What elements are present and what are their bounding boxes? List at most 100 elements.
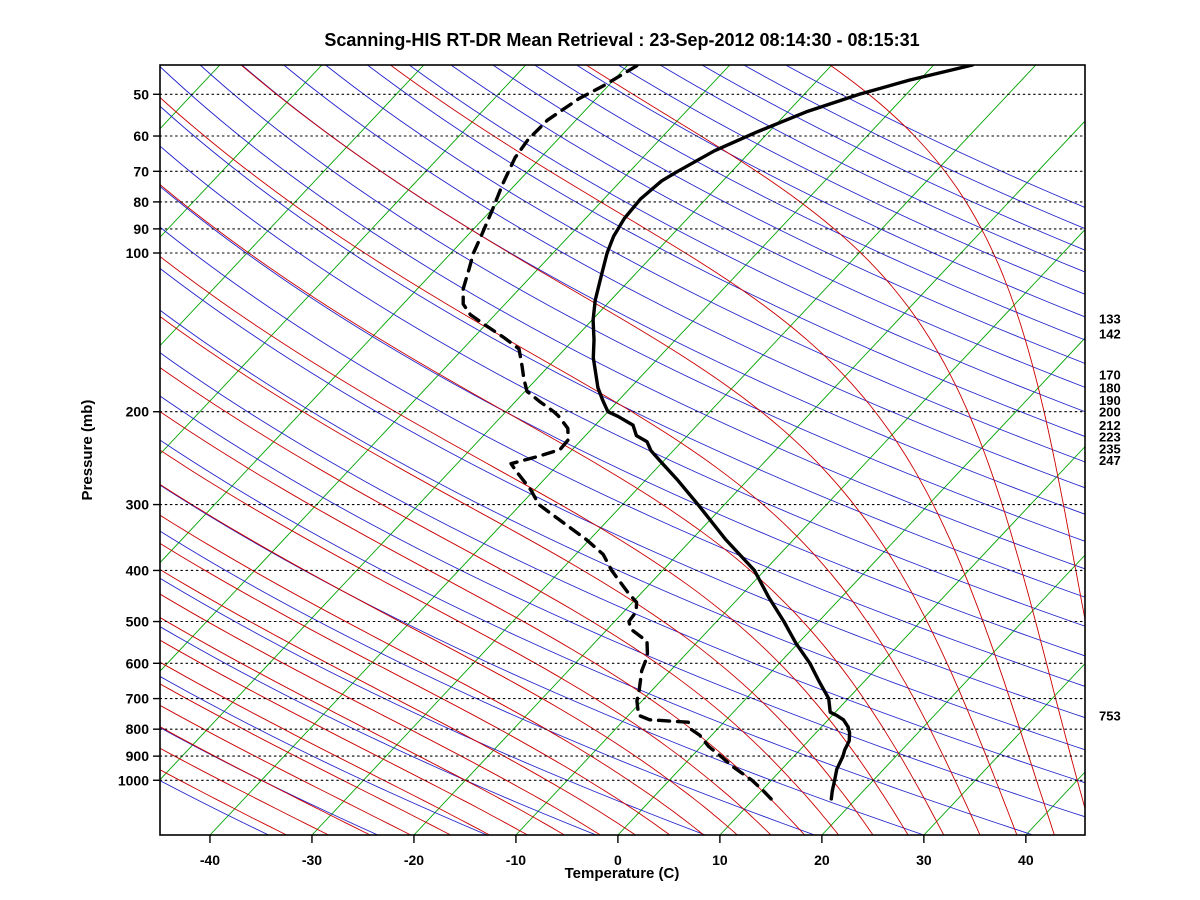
- moist-adiabat-line: [585, 65, 1085, 810]
- dry-adiabat-line: [160, 65, 1085, 570]
- plot-frame: [159, 64, 1086, 836]
- pressure-tick-label: 70: [133, 163, 149, 179]
- temperature-tick-label: 30: [916, 852, 932, 868]
- chart-title: Scanning-HIS RT-DR Mean Retrieval : 23-S…: [324, 30, 919, 50]
- temperature-tick-label: 20: [814, 852, 830, 868]
- dry-adiabat-line: [160, 226, 1085, 687]
- dry-adiabat-line: [701, 65, 1085, 251]
- pressure-level-label: 753: [1099, 708, 1121, 723]
- pressure-tick-label: 400: [126, 562, 150, 578]
- pressure-tick-label: 500: [126, 614, 150, 630]
- moist-adiabat-line: [160, 184, 945, 835]
- temperature-tick-label: 10: [712, 852, 728, 868]
- pressure-tick-labels: 50 60 70 80 90 100 200 300 400 500 600 700 800 900 100…: [118, 86, 160, 788]
- pressure-tick-label: 800: [126, 721, 150, 737]
- dry-adiabat-line: [160, 309, 1085, 751]
- isotherm-line: [923, 662, 1085, 835]
- moist-adiabat-line: [160, 449, 772, 835]
- moist-adiabat-line: [160, 367, 840, 835]
- isotherm-line: [209, 65, 935, 835]
- temperature-tick-label: -30: [302, 852, 322, 868]
- isobar-gridlines: [160, 93, 1085, 781]
- pressure-tick-label: 900: [126, 748, 150, 764]
- moist-adiabat-line: [160, 683, 452, 835]
- dry-adiabat-line: [408, 65, 1085, 413]
- pressure-level-label: 133: [1099, 311, 1121, 326]
- pressure-tick-label: 200: [126, 404, 150, 420]
- pressure-tick-label: 700: [126, 691, 150, 707]
- moist-adiabat-line: [160, 661, 491, 835]
- moist-adiabat-lines: [160, 65, 1085, 835]
- isotherm-line: [311, 65, 1037, 835]
- moist-adiabat-line: [160, 542, 671, 835]
- isotherm-line: [617, 337, 1085, 835]
- isotherm-line: [821, 554, 1085, 835]
- dry-adiabat-line: [160, 530, 816, 835]
- dry-adiabat-line: [160, 484, 925, 835]
- moist-adiabat-line: [160, 255, 909, 835]
- pressure-tick-label: 60: [133, 128, 149, 144]
- temperature-tick-label: -20: [404, 852, 424, 868]
- pressure-level-label: 190: [1099, 393, 1121, 408]
- pressure-level-label: 235: [1099, 442, 1121, 457]
- pressure-tick-label: 600: [126, 655, 150, 671]
- pressure-tick-label: 300: [126, 497, 150, 513]
- dry-adiabat-line: [160, 185, 1085, 657]
- moist-adiabat-line: [160, 726, 371, 835]
- dry-adiabat-line: [160, 395, 1085, 818]
- isotherm-line: [160, 65, 527, 455]
- moist-adiabat-line: [160, 315, 874, 835]
- dry-adiabat-lines: [160, 65, 1085, 835]
- moist-adiabat-line: [160, 514, 705, 835]
- isotherm-line: [160, 65, 323, 238]
- pressure-level-label: 247: [1099, 453, 1121, 468]
- moist-adiabat-line: [160, 483, 738, 835]
- y-axis-label: Pressure (mb): [79, 400, 96, 501]
- dry-adiabat-line: [160, 352, 1085, 784]
- pressure-level-label: 180: [1099, 381, 1121, 396]
- dry-adiabat-line: [160, 267, 1085, 719]
- moist-adiabat-line: [160, 593, 601, 835]
- dry-adiabat-line: [160, 439, 1034, 835]
- dry-adiabat-line: [199, 65, 1085, 542]
- dry-adiabat-line: [617, 65, 1085, 295]
- dry-adiabat-line: [576, 65, 1085, 318]
- moist-adiabat-line: [160, 96, 981, 835]
- dry-adiabat-line: [325, 65, 1085, 463]
- pressure-level-label: 170: [1099, 368, 1121, 383]
- moist-adiabat-line: [160, 568, 636, 835]
- dry-adiabat-line: [743, 65, 1085, 230]
- pressure-level-label: 142: [1099, 326, 1121, 341]
- dry-adiabat-line: [283, 65, 1085, 489]
- dry-adiabat-line: [160, 145, 1085, 627]
- dry-adiabat-line: [785, 65, 1085, 208]
- sounding-profiles: [461, 65, 975, 801]
- isotherm-line: [719, 445, 1085, 835]
- moist-adiabat-line: [160, 704, 412, 835]
- temperature-trace: [591, 65, 975, 801]
- moist-adiabat-line: [240, 65, 1018, 835]
- moist-adiabat-line: [160, 639, 529, 835]
- temperature-tick-label: -10: [506, 852, 526, 868]
- pressure-tick-label: 50: [133, 86, 149, 102]
- plot-field: [160, 65, 1085, 835]
- dry-adiabat-line: [450, 65, 1085, 388]
- pressure-level-label: 223: [1099, 430, 1121, 445]
- temperature-tick-labels: -40 -30 -20 -10 0 10 20 30 40: [200, 835, 1034, 868]
- pressure-tick-label: 80: [133, 194, 149, 210]
- pressure-level-label: 200: [1099, 405, 1121, 420]
- isotherm-line: [160, 65, 425, 347]
- x-axis-label: Temperature (C): [565, 865, 680, 882]
- pressure-level-label: 212: [1099, 418, 1121, 433]
- pressure-tick-label: 100: [126, 245, 150, 261]
- dry-adiabat-line: [160, 675, 488, 835]
- dry-adiabat-line: [160, 626, 597, 835]
- dry-adiabat-line: [492, 65, 1085, 364]
- moist-adiabat-line: [389, 65, 1055, 835]
- pressure-tick-label: 1000: [118, 772, 149, 788]
- dry-adiabat-line: [160, 105, 1085, 598]
